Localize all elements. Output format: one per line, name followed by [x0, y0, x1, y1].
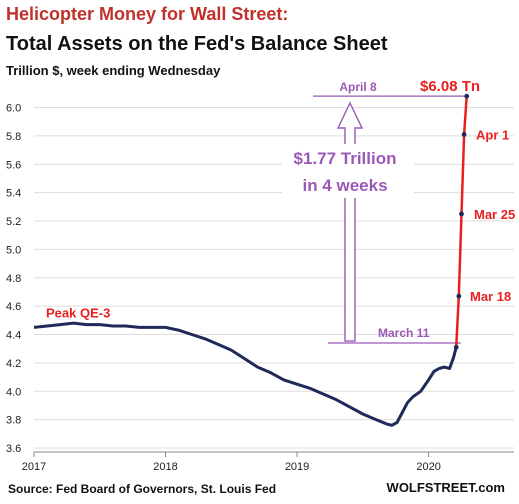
data-point: [453, 344, 459, 350]
brand-logo-text: WOLFSTREET.com: [386, 480, 505, 495]
series-line: [33, 321, 458, 427]
x-tick-label: 2019: [285, 461, 309, 473]
apr1-label: Apr 1: [476, 127, 509, 142]
total-label: $6.08 Tn: [420, 78, 480, 95]
y-tick-label: 5.4: [6, 188, 21, 200]
change-label-line1: $1.77 Trillion: [294, 149, 397, 168]
data-markers: [453, 93, 470, 350]
x-tick-label: 2018: [153, 461, 177, 473]
annotations: $1.77 Trillion in 4 weeks April 8 March 11 P…: [46, 78, 515, 340]
y-tick-label: 4.8: [6, 273, 21, 285]
y-tick-label: 4.2: [6, 358, 21, 370]
y-tick-label: 5.2: [6, 216, 21, 228]
y-tick-label: 4.4: [6, 330, 21, 342]
data-point: [464, 93, 470, 99]
chart-units: Trillion $, week ending Wednesday: [6, 63, 221, 78]
source-note: Source: Fed Board of Governors, St. Loui…: [8, 482, 277, 496]
y-tick-label: 4.6: [6, 301, 21, 313]
y-tick-label: 3.8: [6, 415, 21, 427]
gridlines: [34, 107, 514, 449]
x-tick-label: 2017: [22, 461, 46, 473]
x-tick-label: 2020: [416, 461, 440, 473]
annotations-background: [282, 95, 467, 344]
y-tick-label: 4.0: [6, 386, 21, 398]
y-tick-label: 5.6: [6, 159, 21, 171]
chart-title-highlight: Helicopter Money for Wall Street:: [6, 4, 289, 24]
data-point: [456, 293, 462, 299]
y-tick-label: 3.6: [6, 443, 21, 455]
data-point: [461, 132, 467, 137]
change-label-line2: in 4 weeks: [302, 176, 387, 195]
april8-label: April 8: [339, 80, 377, 94]
y-tick-label: 6.0: [6, 103, 21, 115]
y-axis: 6.0 5.8 5.6 5.4 5.2 5.0 4.8 4.6 4.4 4.2 4.0 3.8 3.6: [6, 103, 21, 456]
data-point: [459, 211, 464, 217]
change-label-box: [282, 144, 414, 198]
mar18-label: Mar 18: [470, 289, 511, 304]
peak-label: Peak QE-3: [46, 305, 110, 320]
y-tick-label: 5.8: [6, 131, 21, 143]
mar25-label: Mar 25: [474, 207, 515, 222]
y-tick-label: 5.0: [6, 244, 21, 256]
x-axis: 2017 2018 2019 2020: [22, 452, 441, 473]
march11-label: March 11: [378, 326, 430, 340]
up-arrow: [336, 101, 364, 342]
chart-title: Total Assets on the Fed's Balance Sheet: [6, 33, 388, 55]
